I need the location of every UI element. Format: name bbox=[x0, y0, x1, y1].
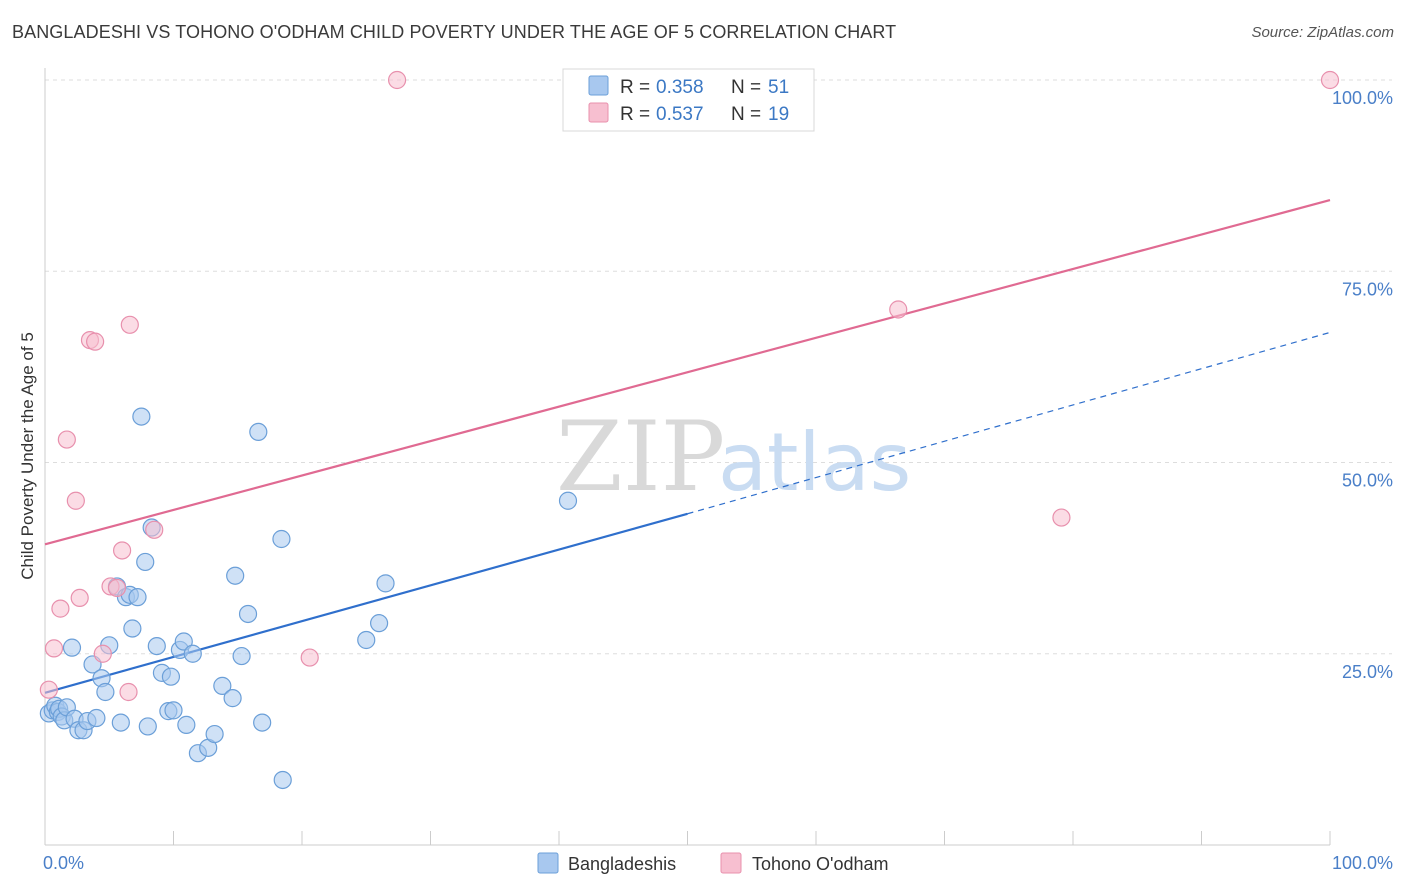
y-tick-label: 50.0% bbox=[1342, 471, 1393, 491]
point-bangladeshis bbox=[213, 676, 232, 695]
trend-line-bangladeshis bbox=[44, 512, 688, 694]
trend-line-bangladeshis-extension bbox=[687, 331, 1331, 515]
point-bangladeshis bbox=[123, 619, 142, 638]
y-tick-label: 100.0% bbox=[1332, 88, 1393, 108]
legend: Bangladeshis Tohono O'odham bbox=[537, 852, 889, 874]
point-tohono bbox=[86, 332, 105, 351]
point-tohono bbox=[39, 680, 58, 699]
watermark-atlas: atlas bbox=[718, 416, 911, 509]
point-bangladeshis bbox=[111, 713, 130, 732]
stats-n-label-1: N = bbox=[731, 77, 761, 98]
point-bangladeshis bbox=[164, 701, 183, 720]
y-tick-labels: 25.0% 50.0% 75.0% 100.0% bbox=[1332, 88, 1393, 682]
legend-swatch-tohono bbox=[720, 852, 742, 874]
point-bangladeshis bbox=[273, 770, 292, 790]
point-tohono bbox=[119, 682, 138, 702]
stats-swatch-tohono bbox=[588, 102, 609, 123]
point-tohono bbox=[120, 315, 139, 334]
point-bangladeshis bbox=[62, 638, 82, 657]
point-tohono bbox=[66, 491, 85, 510]
x-axis-ticks bbox=[44, 831, 1331, 845]
point-bangladeshis bbox=[249, 422, 268, 441]
point-tohono bbox=[44, 639, 64, 658]
point-bangladeshis bbox=[357, 630, 376, 650]
stats-swatch-bangladeshi bbox=[588, 75, 609, 96]
point-bangladeshis bbox=[205, 724, 224, 744]
trend-line-tohono bbox=[44, 199, 1331, 546]
scatter-points bbox=[39, 70, 1340, 790]
stats-r-label-1: R = bbox=[620, 77, 650, 98]
legend-swatch-bangladeshis bbox=[537, 852, 559, 874]
point-bangladeshis bbox=[96, 682, 115, 702]
x-tick-label-min: 0.0% bbox=[43, 853, 84, 873]
stats-n-value-2: 19 bbox=[768, 104, 789, 125]
y-tick-label: 75.0% bbox=[1342, 279, 1393, 299]
point-bangladeshis bbox=[183, 644, 202, 663]
trend-lines bbox=[44, 199, 1331, 694]
point-tohono bbox=[889, 300, 908, 319]
point-tohono bbox=[112, 541, 132, 560]
point-tohono bbox=[300, 648, 319, 667]
point-tohono bbox=[107, 578, 127, 598]
point-bangladeshis bbox=[223, 689, 242, 708]
point-bangladeshis bbox=[161, 667, 181, 686]
point-bangladeshis bbox=[147, 636, 166, 656]
stats-n-value-1: 51 bbox=[768, 77, 789, 98]
stats-n-label-2: N = bbox=[731, 104, 761, 125]
point-bangladeshis bbox=[376, 574, 395, 593]
point-bangladeshis bbox=[132, 407, 151, 426]
source-credit: Source: ZipAtlas.com bbox=[1251, 24, 1394, 41]
point-tohono bbox=[93, 644, 112, 663]
watermark-zip: ZIP bbox=[556, 401, 725, 513]
point-bangladeshis bbox=[253, 713, 272, 732]
point-tohono bbox=[145, 520, 164, 539]
point-bangladeshis bbox=[232, 646, 251, 666]
x-tick-label-max: 100.0% bbox=[1332, 853, 1393, 873]
y-tick-label: 25.0% bbox=[1342, 662, 1393, 682]
point-tohono bbox=[51, 599, 70, 618]
chart-title: BANGLADESHI VS TOHONO O'ODHAM CHILD POVE… bbox=[12, 22, 897, 42]
stats-box: R = 0.358 N = 51 R = 0.537 N = 19 bbox=[562, 68, 815, 132]
point-bangladeshis bbox=[128, 588, 147, 607]
stats-r-value-1: 0.358 bbox=[656, 77, 704, 98]
point-bangladeshis bbox=[177, 715, 196, 734]
legend-label-bangladeshis: Bangladeshis bbox=[568, 854, 676, 874]
point-bangladeshis bbox=[238, 604, 258, 624]
stats-r-label-2: R = bbox=[620, 104, 650, 125]
point-bangladeshis bbox=[558, 491, 578, 510]
point-tohono bbox=[387, 70, 407, 90]
legend-label-tohono: Tohono O'odham bbox=[752, 854, 889, 874]
point-tohono bbox=[1320, 70, 1340, 90]
point-bangladeshis bbox=[136, 552, 155, 572]
point-tohono bbox=[57, 430, 76, 449]
point-tohono bbox=[70, 588, 89, 608]
point-bangladeshis bbox=[272, 529, 291, 549]
point-bangladeshis bbox=[370, 614, 389, 633]
point-bangladeshis bbox=[87, 708, 106, 728]
point-bangladeshis bbox=[226, 566, 245, 585]
stats-r-value-2: 0.537 bbox=[656, 104, 704, 125]
point-bangladeshis bbox=[174, 632, 193, 651]
point-tohono bbox=[1052, 508, 1071, 527]
point-bangladeshis bbox=[138, 717, 157, 736]
y-axis-title: Child Poverty Under the Age of 5 bbox=[18, 332, 37, 580]
grid-lines bbox=[45, 79, 1392, 655]
